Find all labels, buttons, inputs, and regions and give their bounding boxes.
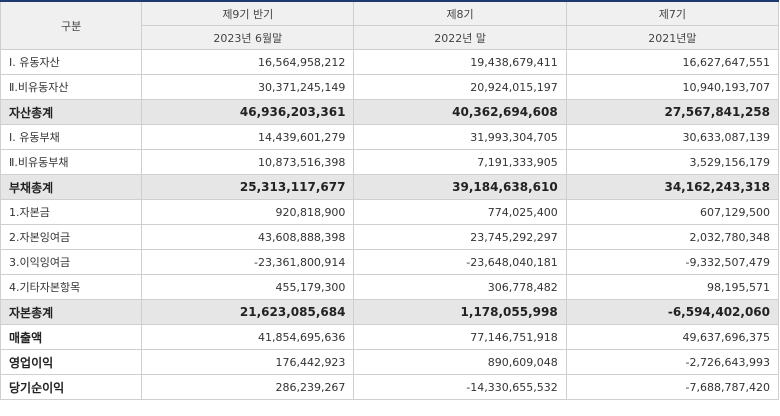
value-cell: 39,184,638,610 bbox=[353, 174, 567, 200]
row-label: 매출액 bbox=[0, 324, 143, 350]
table-row: Ⅰ. 유동자산 16,564,958,212 19,438,679,411 16,62… bbox=[0, 49, 780, 75]
table-row: 매출액 41,854,695,636 77,146,751,918 49,637,69… bbox=[0, 324, 780, 350]
value-cell: 19,438,679,411 bbox=[353, 49, 567, 75]
value-cell: 10,873,516,398 bbox=[141, 149, 355, 175]
value-cell: -23,361,800,914 bbox=[141, 249, 355, 275]
header-date-row: 2023년 6월말 2022년 말 2021년말 bbox=[1, 25, 780, 50]
value-cell: 286,239,267 bbox=[141, 374, 355, 400]
value-cell: 31,993,304,705 bbox=[353, 124, 567, 150]
value-cell: 43,608,888,398 bbox=[141, 224, 355, 250]
value-cell: 40,362,694,608 bbox=[353, 99, 567, 125]
value-cell: 16,627,647,551 bbox=[565, 49, 780, 75]
value-cell: 890,609,048 bbox=[353, 349, 567, 375]
table-row: 당기순이익 286,239,267 -14,330,655,532 -7,688,78… bbox=[0, 374, 780, 400]
value-cell: 30,633,087,139 bbox=[565, 124, 780, 150]
value-cell: -9,332,507,479 bbox=[565, 249, 780, 275]
value-cell: -2,726,643,993 bbox=[565, 349, 780, 375]
table-row: 1.자본금 920,818,900 774,025,400 607,129,500 bbox=[0, 199, 780, 225]
row-label: 자산총계 bbox=[0, 99, 143, 125]
period-header: 제8기 bbox=[353, 0, 567, 26]
row-label: 1.자본금 bbox=[0, 199, 143, 225]
table-row: Ⅱ.비유동자산 30,371,245,149 20,924,015,197 10,94… bbox=[0, 74, 780, 100]
value-cell: 1,178,055,998 bbox=[353, 299, 567, 325]
row-label: Ⅱ.비유동자산 bbox=[0, 74, 143, 100]
table-row: 자본총계 21,623,085,684 1,178,055,998 -6,594,40… bbox=[0, 299, 780, 325]
value-cell: 30,371,245,149 bbox=[141, 74, 355, 100]
value-cell: 455,179,300 bbox=[141, 274, 355, 300]
value-cell: 34,162,243,318 bbox=[565, 174, 780, 200]
value-cell: 77,146,751,918 bbox=[353, 324, 567, 350]
table-row: 3.이익잉여금 -23,361,800,914 -23,648,040,181 -9,… bbox=[0, 249, 780, 275]
date-header: 2022년 말 bbox=[353, 25, 567, 50]
category-header: 구분 bbox=[0, 0, 143, 50]
value-cell: 920,818,900 bbox=[141, 199, 355, 225]
header-period-row: 구분 제9기 반기 제8기 제7기 bbox=[0, 0, 780, 50]
row-label: 3.이익잉여금 bbox=[0, 249, 143, 275]
table-header: 구분 제9기 반기 제8기 제7기 2023년 6월말 2022년 말 2021… bbox=[0, 0, 780, 50]
table-row: Ⅰ. 유동부채 14,439,601,279 31,993,304,705 30,63… bbox=[0, 124, 780, 150]
value-cell: 25,313,117,677 bbox=[141, 174, 355, 200]
table-row: 2.자본잉여금 43,608,888,398 23,745,292,297 2,032… bbox=[0, 224, 780, 250]
value-cell: 98,195,571 bbox=[565, 274, 780, 300]
row-label: 부채총계 bbox=[0, 174, 143, 200]
period-header: 제9기 반기 bbox=[141, 0, 355, 26]
table-body: Ⅰ. 유동자산 16,564,958,212 19,438,679,411 16,62… bbox=[0, 49, 780, 400]
table-row: 자산총계 46,936,203,361 40,362,694,608 27,567,8… bbox=[0, 99, 780, 125]
value-cell: 774,025,400 bbox=[353, 199, 567, 225]
date-header: 2023년 6월말 bbox=[141, 25, 355, 50]
value-cell: 176,442,923 bbox=[141, 349, 355, 375]
row-label: Ⅱ.비유동부채 bbox=[0, 149, 143, 175]
row-label: Ⅰ. 유동부채 bbox=[0, 124, 143, 150]
table-row: Ⅱ.비유동부채 10,873,516,398 7,191,333,905 3,529,… bbox=[0, 149, 780, 175]
row-label: 2.자본잉여금 bbox=[0, 224, 143, 250]
row-label: Ⅰ. 유동자산 bbox=[0, 49, 143, 75]
value-cell: 3,529,156,179 bbox=[565, 149, 780, 175]
value-cell: -14,330,655,532 bbox=[353, 374, 567, 400]
value-cell: 14,439,601,279 bbox=[141, 124, 355, 150]
period-header: 제7기 bbox=[565, 0, 780, 26]
value-cell: 23,745,292,297 bbox=[353, 224, 567, 250]
value-cell: 41,854,695,636 bbox=[141, 324, 355, 350]
value-cell: 306,778,482 bbox=[353, 274, 567, 300]
value-cell: 607,129,500 bbox=[565, 199, 780, 225]
value-cell: -6,594,402,060 bbox=[565, 299, 780, 325]
value-cell: 27,567,841,258 bbox=[565, 99, 780, 125]
value-cell: 16,564,958,212 bbox=[141, 49, 355, 75]
value-cell: 20,924,015,197 bbox=[353, 74, 567, 100]
value-cell: 49,637,696,375 bbox=[565, 324, 780, 350]
value-cell: 7,191,333,905 bbox=[353, 149, 567, 175]
value-cell: 46,936,203,361 bbox=[141, 99, 355, 125]
row-label: 당기순이익 bbox=[0, 374, 143, 400]
value-cell: 21,623,085,684 bbox=[141, 299, 355, 325]
value-cell: 10,940,193,707 bbox=[565, 74, 780, 100]
financial-summary-table: 구분 제9기 반기 제8기 제7기 2023년 6월말 2022년 말 2021… bbox=[0, 0, 780, 400]
table-row: 4.기타자본항목 455,179,300 306,778,482 98,195,571 bbox=[0, 274, 780, 300]
value-cell: 2,032,780,348 bbox=[565, 224, 780, 250]
table-row: 부채총계 25,313,117,677 39,184,638,610 34,162,2… bbox=[0, 174, 780, 200]
value-cell: -7,688,787,420 bbox=[565, 374, 780, 400]
table-row: 영업이익 176,442,923 890,609,048 -2,726,643,993 bbox=[0, 349, 780, 375]
row-label: 4.기타자본항목 bbox=[0, 274, 143, 300]
value-cell: -23,648,040,181 bbox=[353, 249, 567, 275]
row-label: 영업이익 bbox=[0, 349, 143, 375]
row-label: 자본총계 bbox=[0, 299, 143, 325]
date-header: 2021년말 bbox=[565, 25, 780, 50]
